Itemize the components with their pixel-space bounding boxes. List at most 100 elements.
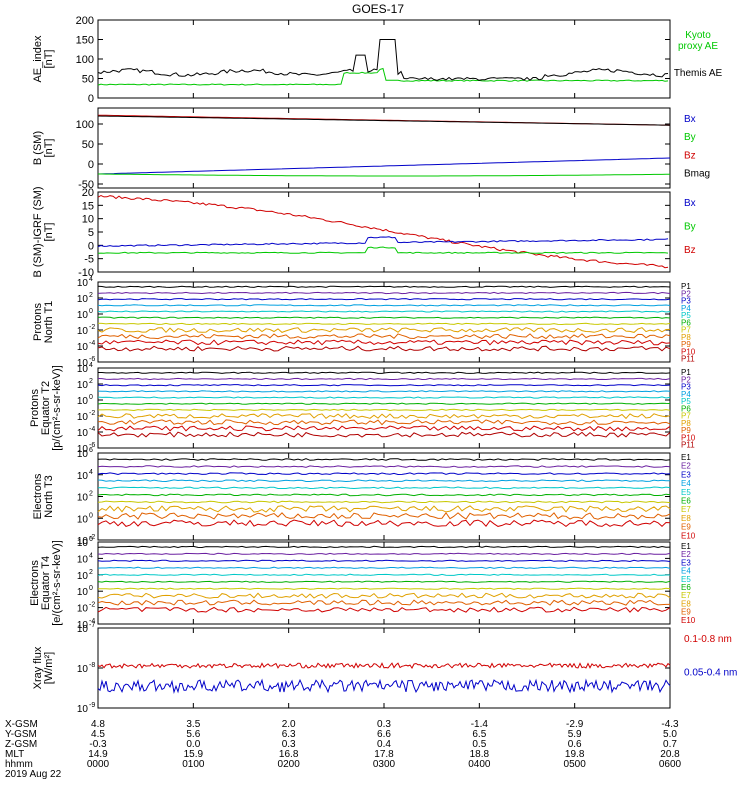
y-tick-label: 100 bbox=[76, 54, 94, 66]
y-tick-label: 10 bbox=[77, 428, 89, 439]
y-tick-label: 10 bbox=[77, 604, 89, 615]
y-tick-exponent: 2 bbox=[89, 569, 93, 576]
y-axis-label: Equator T2 bbox=[40, 381, 52, 435]
y-tick-label: 20 bbox=[82, 187, 94, 199]
y-tick-label: 10 bbox=[82, 214, 94, 226]
y-tick-label: 0 bbox=[88, 159, 94, 171]
time-axis-row-label: MLT bbox=[5, 749, 24, 760]
time-axis-value: 6.5 bbox=[472, 729, 486, 740]
time-axis-value: 0.4 bbox=[377, 739, 391, 750]
series-line bbox=[97, 580, 671, 583]
series-line bbox=[98, 371, 671, 374]
time-axis: X-GSM 4.8 3.5 2.0 0.3 -1.4 -2.9 -4.3 Y-GSM 4.5 5.6… bbox=[5, 719, 682, 780]
y-tick-label: 10 bbox=[77, 514, 89, 525]
series-line bbox=[97, 339, 671, 346]
y-axis-label: [e/(cm²-s-sr-keV)] bbox=[51, 540, 63, 626]
y-tick-label: 10 bbox=[77, 342, 89, 353]
legend-entry: E7 bbox=[681, 591, 691, 600]
series-line bbox=[98, 173, 670, 177]
series-line bbox=[97, 465, 671, 468]
y-tick-label: 200 bbox=[76, 15, 94, 27]
series-line bbox=[97, 505, 671, 513]
legend-entry: E10 bbox=[681, 616, 696, 625]
series-line bbox=[97, 599, 670, 606]
y-tick-label: 10 bbox=[77, 449, 89, 460]
y-tick-label: 50 bbox=[82, 74, 94, 86]
legend-entry: P11 bbox=[681, 355, 695, 364]
series-line bbox=[97, 157, 671, 175]
series-line bbox=[97, 402, 671, 405]
y-axis-label: Protons bbox=[29, 389, 41, 427]
legend-entry: E4 bbox=[681, 479, 691, 488]
legend-entry: proxy AE bbox=[678, 41, 718, 52]
series-line bbox=[97, 545, 671, 549]
y-axis-label: B (SM)-IGRF (SM) bbox=[32, 186, 44, 277]
y-tick-exponent: -9 bbox=[89, 702, 95, 709]
legend-entry: P7 bbox=[681, 412, 691, 421]
time-axis-value: 19.8 bbox=[565, 749, 585, 760]
legend-entry: P3 bbox=[681, 297, 691, 306]
legend-entry: E1 bbox=[681, 542, 691, 551]
legend-entry: By bbox=[684, 132, 696, 143]
legend-entry: E10 bbox=[681, 531, 696, 540]
panel-frame bbox=[97, 281, 671, 363]
series-line bbox=[97, 419, 671, 426]
time-axis-value: -0.3 bbox=[89, 739, 107, 750]
y-tick-label: 10 bbox=[77, 587, 89, 598]
series-line bbox=[97, 559, 671, 563]
y-tick-exponent: 6 bbox=[89, 447, 93, 454]
time-axis-row-label: hhmm bbox=[5, 759, 33, 770]
time-axis-value: 3.5 bbox=[186, 719, 200, 730]
y-tick-exponent: -7 bbox=[89, 622, 95, 629]
y-tick-label: 10 bbox=[77, 536, 89, 547]
legend-entry: P6 bbox=[681, 404, 691, 413]
y-tick-label: 5 bbox=[88, 227, 94, 239]
y-tick-label: 10 bbox=[77, 624, 89, 635]
y-tick-label: 10 bbox=[77, 412, 89, 423]
panel-frame bbox=[97, 367, 671, 449]
legend-entry: E2 bbox=[681, 550, 691, 559]
series-line bbox=[97, 573, 670, 576]
legend-entry: E3 bbox=[681, 558, 691, 567]
legend-entry: Bx bbox=[684, 198, 696, 209]
series-line bbox=[97, 512, 671, 520]
y-axis-label: [W/m²] bbox=[43, 652, 55, 684]
time-axis-value: 6.3 bbox=[282, 729, 296, 740]
y-tick-exponent: 2 bbox=[89, 378, 93, 385]
series-line bbox=[97, 500, 671, 504]
y-axis-label: B (SM) bbox=[32, 131, 44, 165]
series-line bbox=[97, 678, 671, 694]
legend-entry: E6 bbox=[681, 583, 691, 592]
time-axis-value: 0400 bbox=[468, 759, 491, 770]
legend-entry: E5 bbox=[681, 488, 691, 497]
legend-entry: E1 bbox=[681, 453, 691, 462]
legend-entry: E4 bbox=[681, 567, 691, 576]
legend-entry: 0.05-0.4 nm bbox=[684, 667, 737, 678]
legend-entry: P3 bbox=[681, 383, 691, 392]
plot-title: GOES-17 bbox=[352, 2, 404, 16]
legend-entry: Bz bbox=[684, 150, 696, 161]
time-axis-value: -1.4 bbox=[471, 719, 489, 730]
y-tick-label: 10 bbox=[77, 471, 89, 482]
y-tick-label: 10 bbox=[77, 310, 89, 321]
y-tick-label: 10 bbox=[77, 538, 89, 549]
y-tick-exponent: 0 bbox=[89, 585, 93, 592]
y-tick-exponent: -4 bbox=[89, 340, 95, 347]
y-tick-label: -10 bbox=[78, 267, 94, 279]
legend-entry: P9 bbox=[681, 426, 691, 435]
y-tick-exponent: -8 bbox=[89, 662, 95, 669]
time-axis-value: 5.0 bbox=[663, 729, 677, 740]
time-axis-value: 0.3 bbox=[282, 739, 296, 750]
y-axis-label: North T3 bbox=[43, 475, 55, 518]
y-tick-exponent: -2 bbox=[89, 324, 95, 331]
y-tick-label: 50 bbox=[82, 139, 94, 151]
time-axis-row-label: X-GSM bbox=[5, 719, 38, 730]
series-line bbox=[97, 67, 669, 86]
legend-entry: Bmag bbox=[684, 169, 710, 180]
y-tick-label: 10 bbox=[77, 571, 89, 582]
legend-entry: P7 bbox=[681, 326, 691, 335]
